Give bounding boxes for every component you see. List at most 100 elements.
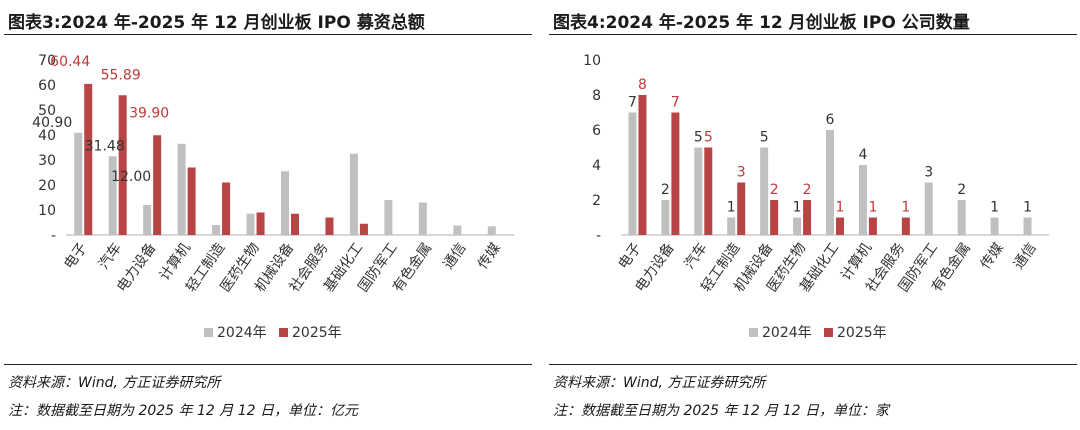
- bar-2024: [793, 217, 802, 235]
- y-tick-label: 60: [38, 78, 56, 94]
- bar-2025: [836, 217, 844, 235]
- bar-2025: [118, 95, 127, 236]
- unit-note: 注：数据截至日期为 2025 年 12 月 12 日，单位：亿元: [8, 403, 358, 419]
- data-label-2025: 7: [671, 95, 680, 111]
- bar-2025: [153, 135, 162, 235]
- data-label-2024: 1: [793, 200, 802, 216]
- data-label-2025: 5: [704, 130, 713, 146]
- data-label-2025: 60.44: [50, 54, 90, 70]
- bar-2024: [487, 226, 496, 235]
- legend-label: 2024年: [217, 325, 267, 341]
- x-category-label: 电子: [61, 240, 90, 272]
- legend-label: 2025年: [292, 325, 342, 341]
- chart-title: 图表4:2024 年-2025 年 12 月创业板 IPO 公司数量: [553, 13, 970, 33]
- bar-2024: [453, 225, 462, 235]
- bar-2024: [349, 153, 358, 235]
- bar-2024: [281, 171, 289, 235]
- bar-2024: [628, 112, 637, 235]
- bar-2024: [957, 200, 966, 235]
- bar-2025: [222, 182, 231, 235]
- bar-2024: [212, 225, 221, 235]
- chart-panel-ipo-funds: 图表3:2024 年-2025 年 12 月创业板 IPO 募资总额 - 10 20…: [4, 0, 536, 430]
- y-tick-label: 10: [38, 203, 56, 219]
- data-label-2025: 3: [737, 165, 746, 181]
- data-label-2025: 39.90: [129, 105, 169, 121]
- bar-2025: [187, 167, 196, 235]
- bar-2024: [826, 130, 834, 235]
- legend-swatch: [204, 328, 213, 337]
- legend-swatch: [824, 328, 833, 337]
- y-tick-label: 10: [583, 53, 601, 69]
- data-label-2024: 1: [1023, 200, 1032, 216]
- bar-2024: [1023, 217, 1032, 235]
- ipo-funds-bar-chart: - 10 20 30 40 50 60 70 40.90 31.48 12.00 60.44 55.89…: [32, 53, 514, 341]
- data-label-2025: 2: [770, 182, 779, 198]
- x-category-label: 传媒: [475, 240, 504, 272]
- chart-legend: 2024年 2025年: [749, 325, 887, 341]
- source-note: 资料来源：Wind, 方正证券研究所: [553, 375, 766, 391]
- bar-2024: [74, 132, 83, 235]
- data-label-2024: 1: [990, 200, 999, 216]
- data-label-2024: 3: [924, 165, 933, 181]
- chart-panel-ipo-count: 图表4:2024 年-2025 年 12 月创业板 IPO 公司数量 - 2 4 6 8…: [549, 0, 1080, 430]
- data-label-2025: 1: [868, 200, 877, 216]
- legend-label: 2025年: [837, 325, 887, 341]
- x-category-label: 汽车: [681, 240, 711, 273]
- bar-2025: [901, 217, 910, 235]
- data-label-2024: 2: [957, 182, 966, 198]
- bar-2025: [704, 147, 713, 235]
- data-label-2024: 4: [858, 147, 867, 163]
- bar-2025: [770, 200, 779, 235]
- x-category-label: 通信: [440, 240, 469, 272]
- legend-swatch: [749, 328, 758, 337]
- bar-2025: [256, 212, 265, 235]
- bar-2025: [291, 213, 299, 235]
- bar-2025: [868, 217, 877, 235]
- legend-swatch: [279, 328, 288, 337]
- y-tick-label: 20: [38, 178, 56, 194]
- footer-divider: [549, 364, 1077, 365]
- x-category-label: 传媒: [978, 240, 1007, 272]
- title-divider: [549, 34, 1077, 35]
- y-tick-label: 40: [38, 128, 56, 144]
- y-tick-label: -: [596, 228, 601, 244]
- bar-2024: [727, 217, 736, 235]
- bar-2024: [760, 147, 769, 235]
- data-label-2024: 12.00: [111, 169, 151, 185]
- bar-2024: [990, 217, 999, 235]
- x-category-label: 电子: [616, 240, 645, 272]
- data-label-2025: 1: [901, 200, 910, 216]
- data-label-2024: 5: [760, 130, 769, 146]
- bar-2025: [803, 200, 812, 235]
- data-label-2024: 1: [727, 200, 736, 216]
- y-tick-label: 2: [592, 193, 601, 209]
- bar-2024: [858, 165, 867, 235]
- data-label-2025: 2: [803, 182, 812, 198]
- data-label-2025: 55.89: [101, 67, 141, 83]
- chart-title: 图表3:2024 年-2025 年 12 月创业板 IPO 募资总额: [8, 13, 425, 33]
- bar-2024: [924, 182, 933, 235]
- footer-divider: [4, 364, 532, 365]
- x-category-label: 汽车: [95, 240, 125, 273]
- y-tick-label: 6: [592, 123, 601, 139]
- bar-2025: [671, 112, 680, 235]
- data-label-2024: 6: [826, 112, 835, 128]
- y-tick-label: 50: [38, 103, 56, 119]
- y-tick-label: 30: [38, 153, 56, 169]
- bar-2024: [694, 147, 703, 235]
- bar-2024: [108, 156, 117, 235]
- bar-2025: [325, 217, 334, 235]
- y-tick-label: -: [51, 228, 56, 244]
- chart-legend: 2024年 2025年: [204, 325, 342, 341]
- data-label-2024: 40.90: [32, 115, 72, 131]
- bar-2024: [384, 200, 393, 235]
- bar-2024: [661, 200, 670, 235]
- data-label-2024: 2: [661, 182, 670, 198]
- data-label-2024: 7: [628, 95, 637, 111]
- data-label-2024: 31.48: [85, 138, 125, 154]
- title-divider: [4, 34, 532, 35]
- bar-2025: [737, 182, 746, 235]
- y-tick-label: 70: [38, 53, 56, 69]
- legend-label: 2024年: [762, 325, 812, 341]
